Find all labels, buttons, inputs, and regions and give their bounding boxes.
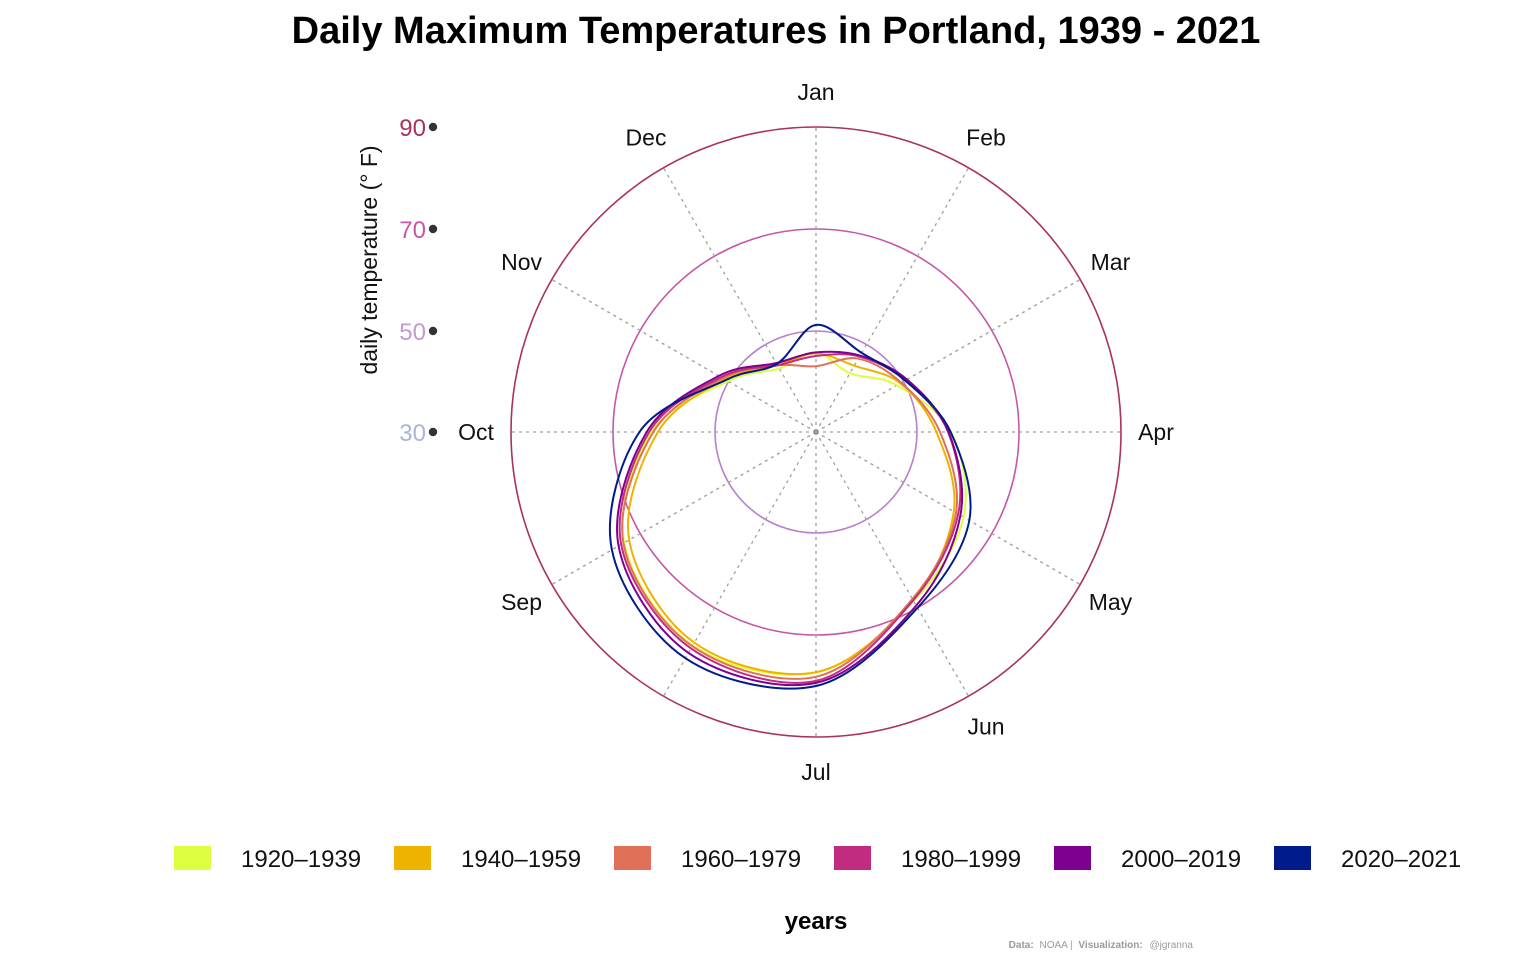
radial-tick-dot-90 [428,122,438,132]
series-line-2020–2021 [608,323,972,690]
legend-title: years [785,908,848,935]
month-label-may: May [1089,589,1133,615]
month-label-nov: Nov [501,249,542,275]
spoke-4 [815,431,1081,586]
month-label-dec: Dec [626,125,667,151]
radial-tick-labels: 30 50 70 90 [399,115,438,447]
grid-circle-90 [510,126,1122,738]
legend-label-1980–1999: 1980–1999 [901,846,1021,873]
legend-label-1960–1979: 1960–1979 [681,846,801,873]
radial-tick-dot-30 [428,427,438,437]
radial-tick-dot-50 [428,326,438,336]
month-label-oct: Oct [458,419,494,445]
month-label-jul: Jul [801,759,830,785]
legend-swatch-1920–1939 [174,846,211,870]
legend-label-2000–2019: 2000–2019 [1121,846,1241,873]
legend-swatch-1940–1959 [394,846,431,870]
legend-swatch-2000–2019 [1054,846,1091,870]
spoke-10 [551,278,817,433]
series-lines [608,323,972,690]
radial-tick-50: 50 [399,319,426,346]
month-labels: Jan Feb Mar Apr May Jun Jul Sep Oct Nov Dec [458,79,1174,785]
chart-title: Daily Maximum Temperatures in Portland, … [292,10,1261,52]
legend-label-1940–1959: 1940–1959 [461,846,581,873]
caption-data-label: Data: [1009,940,1034,951]
spoke-1 [815,167,970,433]
series-line-2000–2019 [616,350,964,687]
caption-data-value: NOAA | [1039,940,1072,951]
legend-label-2020–2021: 2020–2021 [1341,846,1461,873]
legend-label-1920–1939: 1920–1939 [241,846,361,873]
spoke-11 [662,167,817,433]
legend-swatch-1980–1999 [834,846,871,870]
polar-grid [510,126,1122,738]
month-label-jun: Jun [967,713,1004,739]
spoke-7 [662,431,817,697]
month-label-apr: Apr [1138,419,1174,445]
spoke-8 [551,431,817,586]
radial-tick-90: 90 [399,115,426,142]
spoke-5 [815,431,970,697]
radial-tick-dot-70 [428,224,438,234]
legend-swatch-2020–2021 [1274,846,1311,870]
caption-viz-value: @jgranna [1149,940,1193,951]
legend-swatch-1960–1979 [614,846,651,870]
month-label-mar: Mar [1091,249,1131,275]
radial-tick-70: 70 [399,217,426,244]
caption: Data: NOAA | Visualization: @jgranna [1009,940,1194,951]
spoke-2 [815,278,1081,433]
month-label-feb: Feb [966,125,1006,151]
caption-viz-label: Visualization: [1078,940,1142,951]
y-axis-label: daily temperature (° F) [356,145,382,374]
radial-tick-30: 30 [399,420,426,447]
center-dot [813,429,819,435]
series-line-1960–1979 [621,357,958,680]
month-label-sep: Sep [501,589,542,615]
month-label-jan: Jan [797,79,834,105]
legend: 1920–1939 1940–1959 1960–1979 1980–1999 2000… [174,846,1461,873]
